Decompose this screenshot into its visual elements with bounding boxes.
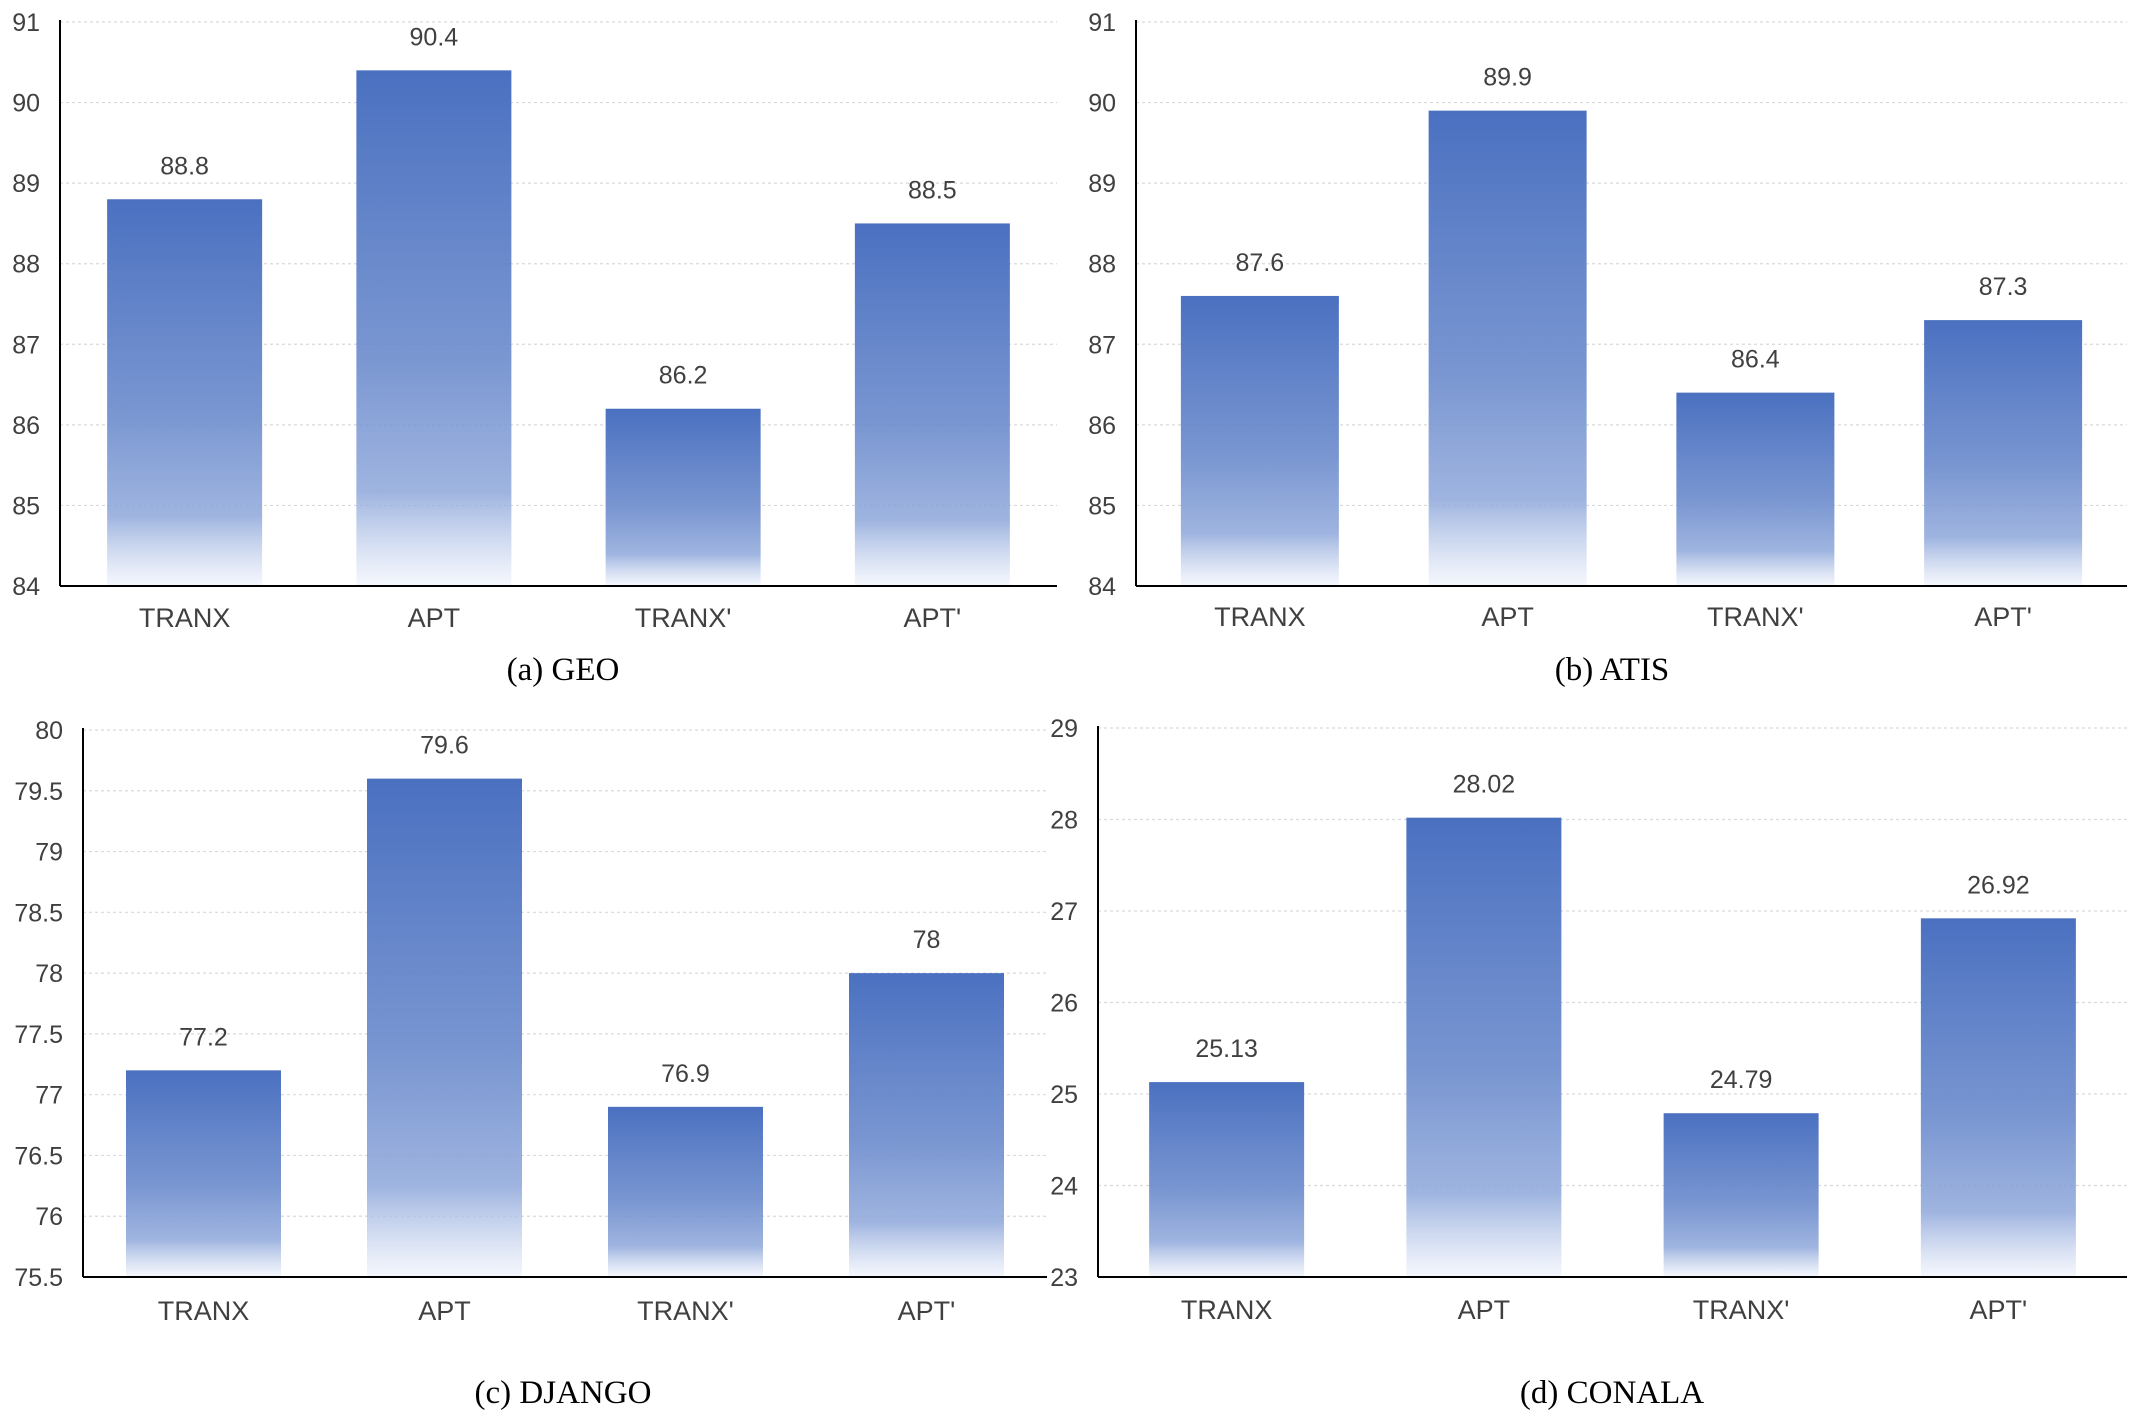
data-label: 86.2 [659,362,708,390]
y-tick-label: 88 [12,251,40,279]
bar [1180,295,1339,586]
y-tick-label: 86 [12,412,40,440]
bar [854,223,1010,586]
y-tick-label: 87 [12,331,40,359]
data-label: 28.02 [1453,771,1516,799]
bar [1406,817,1562,1277]
bar [608,1106,763,1277]
chart-caption: (c) DJANGO [475,1375,652,1411]
bar [126,1070,281,1277]
y-tick-label: 78 [35,960,63,988]
chart-caption: (b) ATIS [1555,652,1670,688]
bar [356,70,512,587]
y-tick-label: 84 [1088,573,1116,601]
y-tick-label: 28 [1050,807,1078,835]
chart-panel-conala: 23 24 25 26 27 28 29 25.13 TRANX 28.02 APT 24.79 TRA… [1050,715,2127,1411]
data-label: 78 [913,926,941,954]
y-tick-label: 86 [1088,412,1116,440]
bar [1663,1113,1819,1277]
bar [849,973,1004,1277]
bar [1676,392,1835,586]
y-tick-label: 77 [35,1082,63,1110]
y-tick-label: 76 [35,1203,63,1231]
y-tick-label: 85 [1088,492,1116,520]
y-tick-label: 24 [1050,1173,1078,1201]
data-label: 89.9 [1483,64,1532,92]
data-label: 25.13 [1195,1035,1258,1063]
bar [1924,320,2083,586]
y-tick-label: 77.5 [14,1021,63,1049]
data-label: 88.5 [908,176,957,204]
bar [605,408,761,586]
y-tick-label: 27 [1050,898,1078,926]
data-label: 90.4 [410,23,459,51]
data-label: 87.6 [1236,249,1285,277]
bar [1428,110,1587,586]
y-tick-label: 90 [1088,90,1116,118]
data-label: 76.9 [661,1060,710,1088]
y-tick-label: 88 [1088,251,1116,279]
chart-caption: (d) CONALA [1520,1375,1704,1411]
data-label: 77.2 [179,1023,228,1051]
y-tick-label: 23 [1050,1264,1078,1292]
x-tick-label: TRANX [158,1296,250,1326]
y-tick-label: 85 [12,492,40,520]
x-tick-label: APT [1458,1295,1511,1325]
data-label: 87.3 [1979,273,2028,301]
y-tick-label: 76.5 [14,1142,63,1170]
x-tick-label: TRANX' [635,603,732,633]
y-tick-label: 80 [35,717,63,745]
bar [367,778,522,1277]
y-tick-label: 90 [12,90,40,118]
y-tick-label: 89 [1088,170,1116,198]
chart-caption: (a) GEO [507,652,620,688]
x-tick-label: APT [408,603,461,633]
y-tick-label: 25 [1050,1081,1078,1109]
x-tick-label: TRANX [139,603,231,633]
y-tick-label: 75.5 [14,1264,63,1292]
chart-panel-atis: 84 85 86 87 88 89 90 91 87.6 TRANX 89.9 APT 86.4 TRAN… [1088,9,2127,688]
x-tick-label: APT [1481,602,1534,632]
chart-panel-geo: 84 85 86 87 88 89 90 91 88.8 TRANX 90.4 APT 86.2 TRAN… [12,9,1057,688]
x-tick-label: TRANX [1181,1295,1273,1325]
x-tick-label: APT' [898,1296,956,1326]
y-tick-label: 89 [12,170,40,198]
x-tick-label: TRANX' [1707,602,1804,632]
y-tick-label: 91 [12,9,40,37]
data-label: 24.79 [1710,1066,1773,1094]
x-tick-label: TRANX' [1693,1295,1790,1325]
bar [1149,1082,1305,1277]
bar [107,199,263,586]
y-tick-label: 84 [12,573,40,601]
x-tick-label: APT' [1974,602,2032,632]
chart-panel-django: 75.5 76 76.5 77 77.5 78 78.5 79 79.5 80 77.2 TRANX 7… [14,717,1047,1411]
y-tick-label: 91 [1088,9,1116,37]
data-label: 79.6 [420,732,469,760]
y-tick-label: 87 [1088,331,1116,359]
data-label: 86.4 [1731,346,1780,374]
x-tick-label: APT [418,1296,471,1326]
data-label: 26.92 [1967,871,2030,899]
x-tick-label: APT' [1970,1295,2028,1325]
y-tick-label: 79 [35,839,63,867]
y-tick-label: 29 [1050,715,1078,743]
x-tick-label: TRANX' [637,1296,734,1326]
bar [1920,918,2076,1277]
x-tick-label: TRANX [1214,602,1306,632]
y-tick-label: 26 [1050,990,1078,1018]
data-label: 88.8 [160,152,209,180]
x-tick-label: APT' [904,603,962,633]
y-tick-label: 79.5 [14,778,63,806]
y-tick-label: 78.5 [14,899,63,927]
